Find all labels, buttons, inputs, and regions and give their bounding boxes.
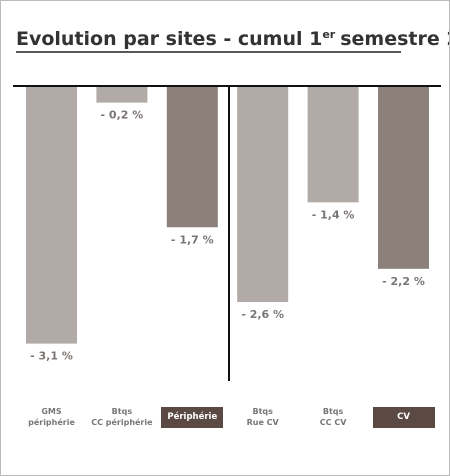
- value-label: - 1,7 %: [171, 233, 214, 246]
- value-label: - 2,6 %: [241, 308, 284, 321]
- title-part: Evolution par sites - cumul 1: [16, 28, 322, 50]
- title-sup: er: [322, 28, 335, 41]
- bar: [307, 86, 359, 203]
- value-label: - 0,2 %: [101, 109, 144, 122]
- chart-title: Evolution par sites - cumul 1er semestre …: [16, 28, 449, 50]
- x-tick-label: Btqs Rue CV: [246, 407, 279, 427]
- x-tick-label: GMS périphérie: [28, 407, 75, 427]
- bar: [166, 86, 218, 228]
- title-part: semestre 2013: [340, 28, 449, 50]
- value-label: - 1,4 %: [312, 208, 355, 221]
- bar: [237, 86, 289, 303]
- bar: [378, 86, 429, 269]
- x-tick-label: Btqs CC CV: [319, 407, 347, 427]
- x-tick-label: Btqs CC périphérie: [91, 407, 153, 427]
- x-tick-label: Périphérie: [161, 407, 224, 428]
- bar: [26, 86, 77, 344]
- value-label: - 2,2 %: [382, 275, 425, 288]
- bar: [96, 86, 148, 103]
- x-tick-label: CV: [372, 407, 435, 428]
- value-label: - 3,1 %: [30, 350, 73, 363]
